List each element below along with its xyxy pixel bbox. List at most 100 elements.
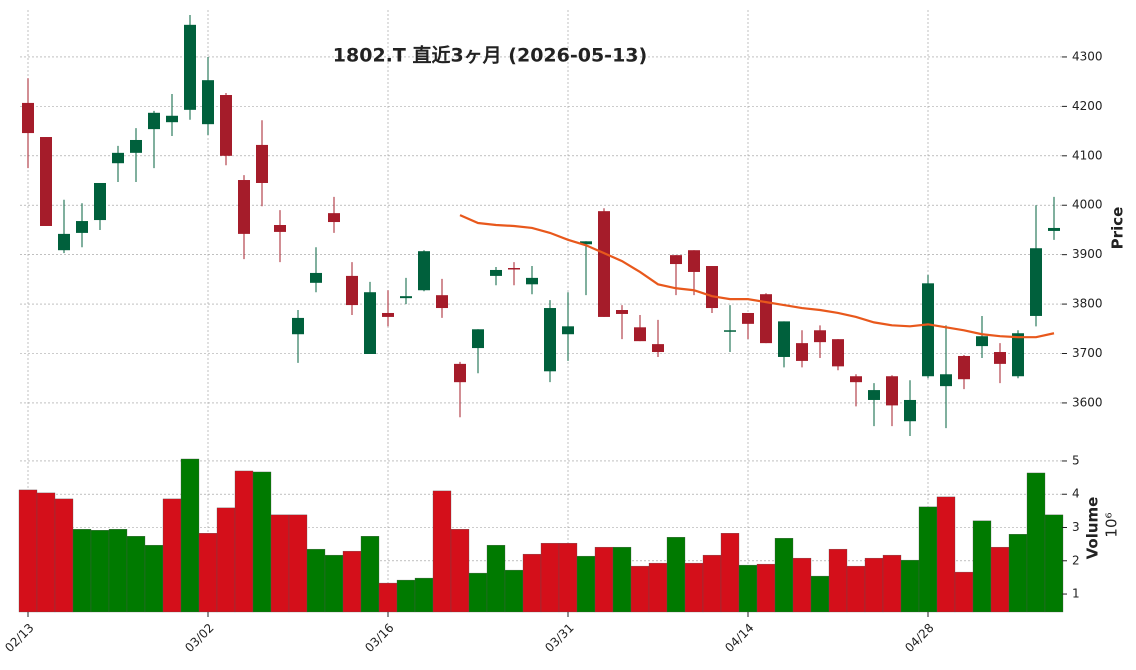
volume-bar: [288, 514, 308, 613]
volume-bar: [432, 490, 452, 613]
candle-body: [202, 80, 214, 125]
chart-title: 1802.T 直近3ヶ月 (2026-05-13): [333, 44, 647, 67]
volume-bar: [1044, 514, 1064, 613]
candle-body: [184, 24, 196, 110]
volume-bar: [666, 536, 686, 613]
candle-body: [976, 336, 988, 347]
volume-bar: [828, 548, 848, 613]
candle-body: [166, 115, 178, 123]
volume-tick-label: 3: [1072, 520, 1080, 534]
candle-body: [850, 376, 862, 383]
candle-body: [1012, 333, 1024, 377]
volume-bar: [504, 569, 524, 613]
candle-body: [832, 339, 844, 367]
volume-bar: [936, 496, 956, 613]
candle-body: [886, 376, 898, 406]
x-tick-label: 04/28: [902, 621, 936, 655]
volume-bar: [558, 542, 578, 613]
volume-bar: [702, 554, 722, 613]
candle-body: [436, 295, 448, 309]
volume-bar: [954, 571, 974, 613]
volume-tick-label: 5: [1072, 453, 1080, 467]
volume-bar: [396, 579, 416, 613]
candle-body: [652, 344, 664, 353]
volume-bar: [990, 546, 1010, 613]
candle-body: [958, 355, 970, 380]
volume-bar: [216, 507, 236, 613]
candle-body: [490, 269, 502, 276]
volume-bar: [144, 544, 164, 613]
candle-body: [814, 330, 826, 343]
candle-body: [454, 363, 466, 383]
candle-body: [994, 352, 1006, 364]
volume-bar: [810, 575, 830, 613]
volume-bar: [486, 544, 506, 613]
volume-bar: [18, 489, 38, 613]
volume-tick-label: 4: [1072, 487, 1080, 501]
candle-body: [58, 233, 70, 251]
volume-bar: [324, 554, 344, 613]
candle-body: [724, 330, 736, 332]
y-tick-label: 3800: [1072, 297, 1103, 311]
candle-body: [418, 251, 430, 291]
candle-body: [310, 272, 322, 283]
candle-body: [238, 180, 250, 234]
volume-bar: [900, 559, 920, 613]
volume-bar: [234, 470, 254, 613]
candle-body: [382, 312, 394, 317]
candle-body: [634, 327, 646, 342]
volume-bar: [540, 542, 560, 613]
y-tick-label: 4000: [1072, 198, 1103, 212]
volume-bar: [450, 529, 470, 613]
x-tick-label: 03/31: [542, 621, 576, 655]
volume-bar: [972, 520, 992, 613]
volume-bar: [792, 557, 812, 613]
volume-bar: [648, 562, 668, 613]
y-tick-label: 3900: [1072, 247, 1103, 261]
candle-body: [778, 321, 790, 357]
candle-body: [40, 137, 52, 226]
candle-body: [616, 310, 628, 314]
candle-body: [742, 312, 754, 324]
volume-bar: [846, 565, 866, 613]
volume-bar: [882, 554, 902, 613]
volume-bar: [252, 471, 272, 613]
volume-bar: [270, 514, 290, 613]
candle-body: [508, 268, 520, 270]
x-tick-label: 04/14: [722, 621, 756, 655]
candle-body: [76, 221, 88, 233]
candle-body: [328, 213, 340, 223]
volume-tick-label: 2: [1072, 553, 1080, 567]
y-tick-label: 3600: [1072, 395, 1103, 409]
x-tick-label: 02/13: [2, 621, 36, 655]
volume-panel: [18, 458, 1064, 613]
volume-bar: [90, 530, 110, 613]
volume-bar: [378, 582, 398, 613]
candle-body: [760, 294, 772, 344]
volume-axis-label: Volume: [1084, 497, 1102, 560]
candle-body: [580, 241, 592, 245]
volume-bar: [180, 458, 200, 613]
volume-bar: [684, 562, 704, 613]
candle-body: [922, 283, 934, 377]
y-axis-label: Price: [1109, 207, 1127, 250]
candle-body: [220, 95, 232, 156]
volume-bar: [864, 557, 884, 613]
volume-tick-label: 1: [1072, 587, 1080, 601]
volume-bar: [108, 529, 128, 613]
volume-bar: [468, 572, 488, 613]
volume-bar: [918, 506, 938, 613]
candle-body: [112, 152, 124, 164]
y-tick-label: 3700: [1072, 346, 1103, 360]
x-tick-label: 03/02: [182, 621, 216, 655]
volume-bar: [54, 498, 74, 613]
volume-bar: [162, 498, 182, 613]
candle-body: [364, 292, 376, 354]
volume-bar: [756, 563, 776, 613]
volume-bar: [612, 546, 632, 613]
candle-body: [94, 182, 106, 221]
candle-body: [1030, 248, 1042, 316]
candle-body: [796, 343, 808, 361]
candle-body: [472, 329, 484, 349]
